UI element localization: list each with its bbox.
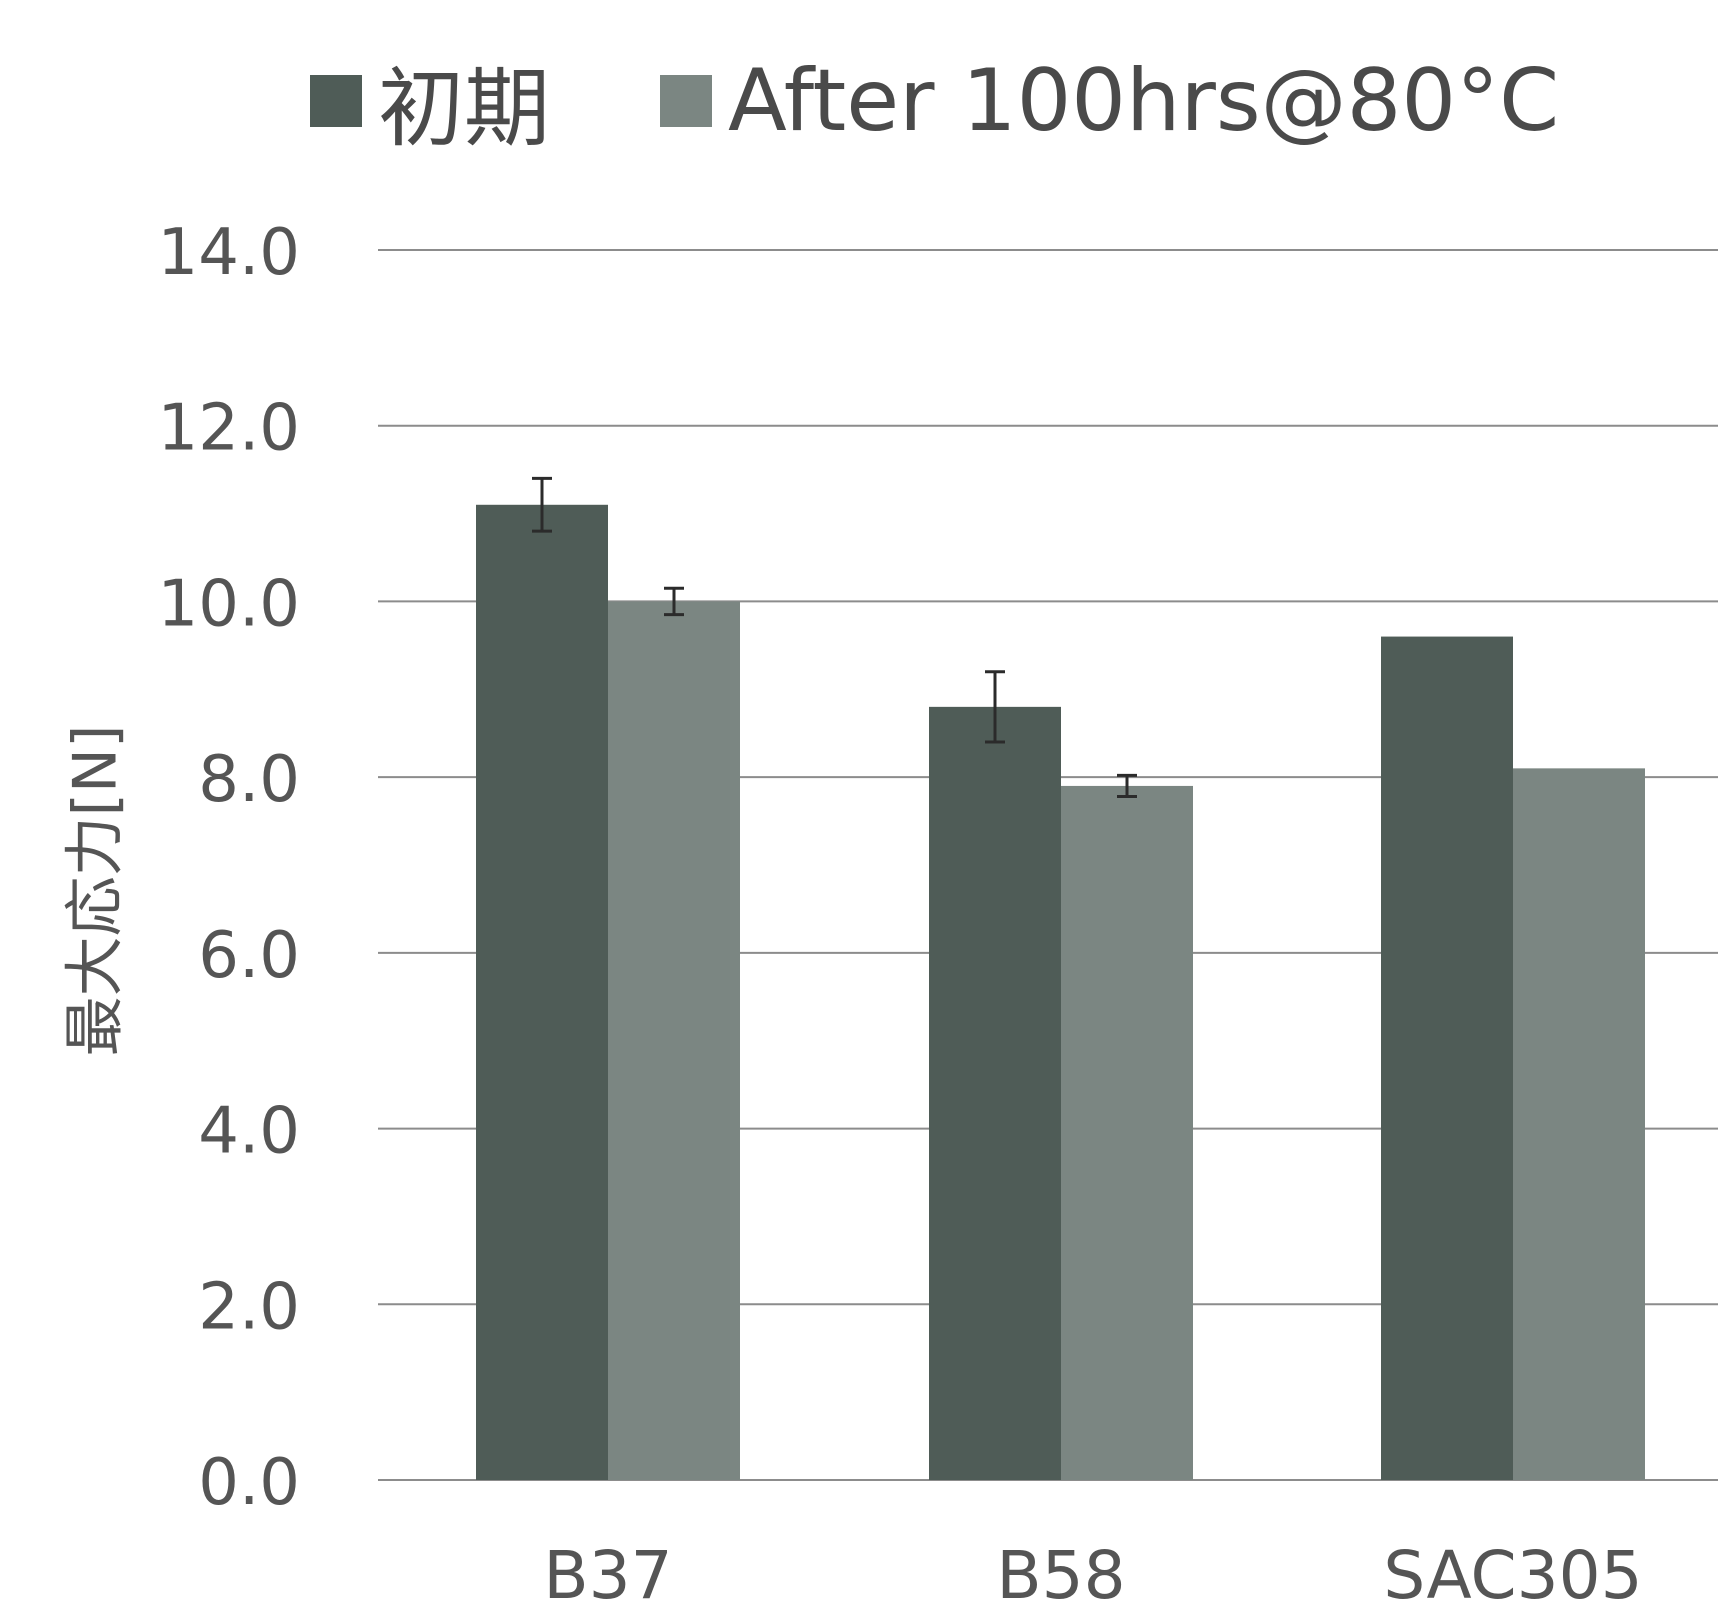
bar bbox=[1061, 785, 1193, 1480]
legend-swatch-initial bbox=[310, 74, 362, 127]
y-tick-label: 10.0 bbox=[158, 567, 301, 641]
x-tick-label: B37 bbox=[543, 1537, 672, 1603]
bar bbox=[929, 706, 1061, 1480]
x-tick-label: SAC305 bbox=[1383, 1537, 1642, 1603]
y-tick-label: 6.0 bbox=[198, 919, 300, 993]
legend-item-initial: 初期 bbox=[310, 38, 550, 163]
y-tick-label: 14.0 bbox=[158, 216, 301, 290]
x-tick-label: B58 bbox=[996, 1537, 1125, 1603]
y-tick-label: 0.0 bbox=[198, 1446, 300, 1520]
legend-label-after: After 100hrs@80°C bbox=[728, 50, 1560, 151]
bar bbox=[476, 504, 608, 1480]
legend-swatch-after bbox=[660, 74, 712, 127]
bar bbox=[608, 601, 740, 1480]
y-tick-label: 8.0 bbox=[198, 743, 300, 817]
y-tick-label: 2.0 bbox=[198, 1270, 300, 1344]
legend: 初期 After 100hrs@80°C bbox=[310, 38, 1669, 163]
legend-item-after: After 100hrs@80°C bbox=[660, 51, 1559, 151]
bar bbox=[1513, 768, 1645, 1480]
y-tick-label: 4.0 bbox=[198, 1095, 300, 1169]
legend-label-initial: 初期 bbox=[378, 59, 550, 159]
bar bbox=[1381, 636, 1513, 1480]
y-tick-label: 12.0 bbox=[158, 392, 301, 466]
